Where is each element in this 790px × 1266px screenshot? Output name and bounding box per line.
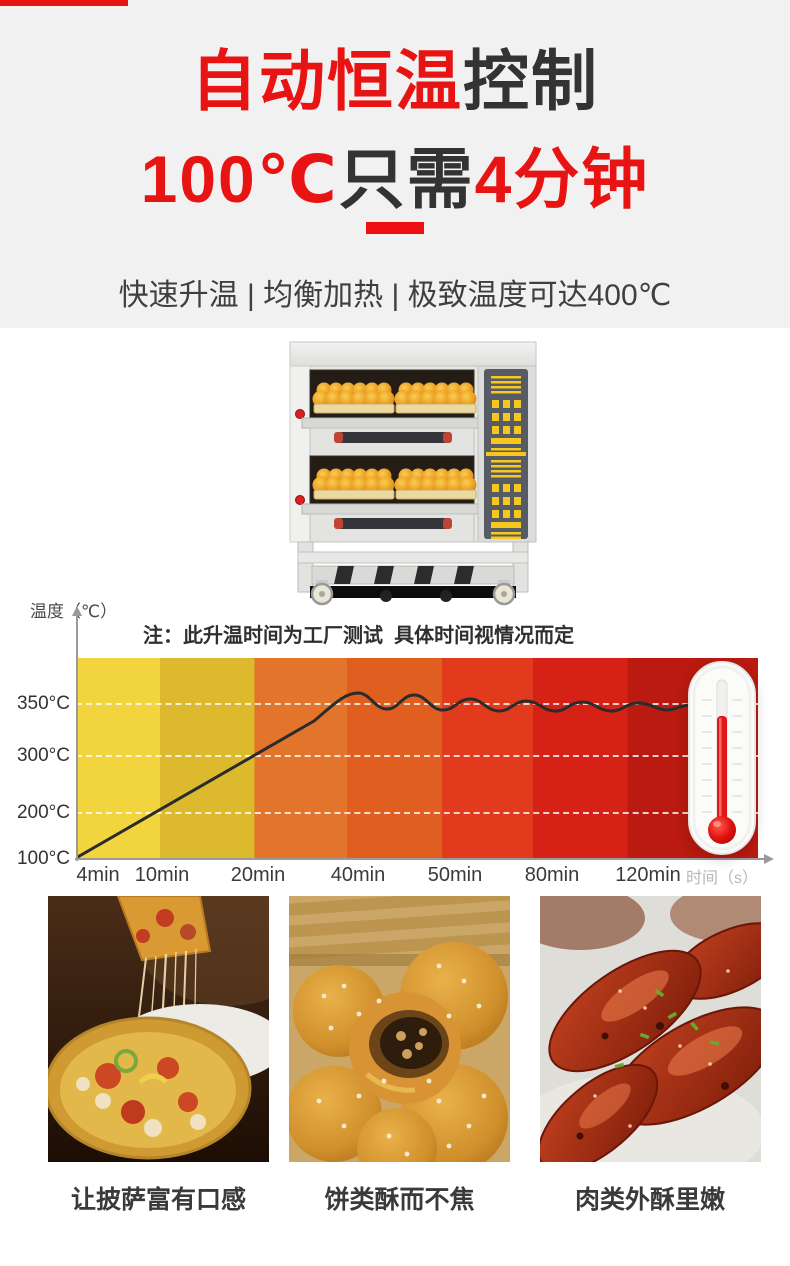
x-tick-10min: 10min: [134, 864, 190, 886]
top-edge-red-strip: [0, 0, 128, 6]
chicken-wings-photo: [540, 896, 761, 1162]
headline-line2-red-text-b: 4分钟: [474, 142, 650, 216]
header-background: [0, 0, 790, 328]
y-tick-100: 100°C: [16, 848, 70, 869]
temperature-curve: [76, 691, 691, 860]
thermometer-icon: [688, 661, 756, 855]
x-tick-120min: 120min: [615, 864, 681, 886]
headline-line2: 100℃只需4分钟: [0, 140, 790, 218]
pastry-photo: [289, 896, 510, 1162]
caption-pizza: 让披萨富有口感: [70, 1186, 246, 1214]
gridline-200c: [76, 812, 758, 814]
chart-plot-area: [76, 658, 758, 860]
x-tick-80min: 80min: [524, 864, 580, 886]
pizza-cheese-pull-illustration: [48, 896, 269, 1162]
chart-note: 注：此升温时间为工厂测试 具体时间视情况而定: [143, 625, 575, 647]
y-axis-arrow: [72, 606, 82, 616]
headline-line2-dark-text: 只需: [338, 142, 475, 216]
y-tick-200: 200°C: [16, 802, 70, 823]
y-tick-300: 300°C: [16, 745, 70, 766]
headline-line2-red-text-a: 100℃: [140, 142, 339, 216]
caption-wings: 肉类外酥里嫩: [574, 1186, 725, 1214]
y-axis-line: [76, 616, 78, 861]
x-tick-40min: 40min: [330, 864, 386, 886]
x-axis-arrow: [764, 854, 774, 864]
y-tick-350: 350°C: [16, 693, 70, 714]
gridline-300c: [76, 755, 758, 757]
caption-pastry: 饼类酥而不焦: [324, 1186, 475, 1214]
headline-line1: 自动恒温控制: [0, 42, 790, 120]
headline-line1-dark-text: 控制: [463, 44, 599, 118]
red-divider-bar: [366, 222, 424, 234]
x-tick-4min: 4min: [76, 864, 120, 886]
gridline-350c: [76, 703, 758, 705]
subtitle: 快速升温 | 均衡加热 | 极致温度可达400℃: [118, 279, 672, 312]
x-tick-20min: 20min: [230, 864, 286, 886]
glazed-wings-illustration: [540, 896, 761, 1162]
oven-product-image: [289, 341, 537, 606]
x-axis-line: [75, 858, 765, 860]
chart-x-axis-title: 时间（s）: [686, 870, 759, 887]
sesame-pastry-illustration: [289, 896, 510, 1162]
x-tick-50min: 50min: [427, 864, 483, 886]
headline-line1-red-text: 自动恒温: [191, 44, 463, 118]
pizza-photo: [48, 896, 269, 1162]
